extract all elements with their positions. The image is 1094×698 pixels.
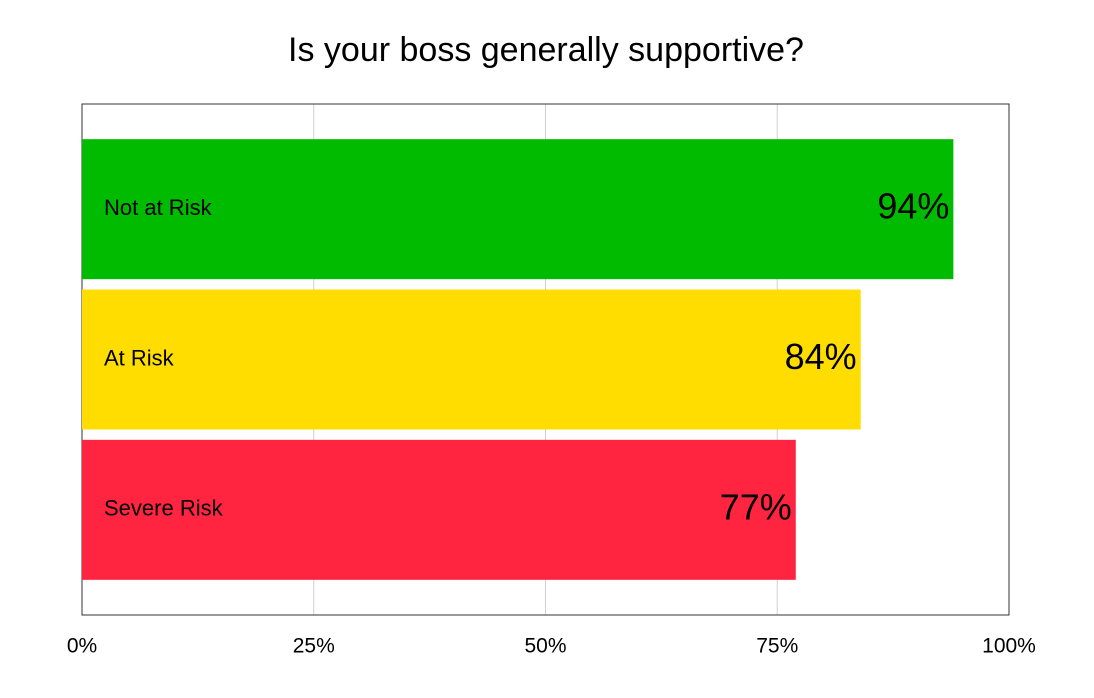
chart-title: Is your boss generally supportive? <box>288 31 804 69</box>
bar <box>82 439 796 580</box>
x-tick-label: 50% <box>524 635 566 658</box>
x-tick-label: 25% <box>293 635 335 658</box>
category-label: At Risk <box>104 345 175 370</box>
x-tick-label: 75% <box>756 635 798 658</box>
bar <box>82 139 954 280</box>
x-tick-label: 100% <box>982 635 1036 658</box>
category-label: Not at Risk <box>104 195 213 220</box>
value-label: 94% <box>877 186 949 227</box>
value-label: 77% <box>720 486 792 527</box>
value-label: 84% <box>785 336 857 377</box>
bar <box>82 289 861 430</box>
category-label: Severe Risk <box>104 496 224 521</box>
x-tick-label: 0% <box>67 635 97 658</box>
